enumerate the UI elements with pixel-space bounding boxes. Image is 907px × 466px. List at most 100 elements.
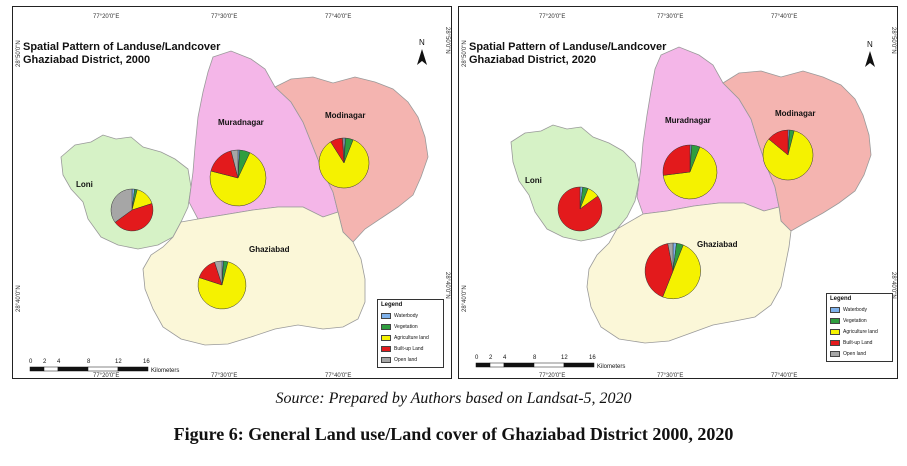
- scale-tick-16: 16: [589, 355, 596, 361]
- coord-bottom-2: 77°30'0"E: [211, 373, 237, 379]
- legend-swatch: [830, 317, 840, 324]
- north-label: N: [867, 40, 873, 49]
- figure-caption: Figure 6: General Land use/Land cover of…: [173, 424, 734, 444]
- coord-left-1: 28°50'0"N: [462, 40, 468, 67]
- coord-right-2: 28°40'0"N: [444, 272, 450, 299]
- scale-tick-16: 16: [143, 359, 150, 365]
- coord-bottom-3: 77°40'0"E: [325, 373, 351, 379]
- pie-slice-builtup: [644, 243, 674, 298]
- legend-label: Open land: [394, 356, 418, 363]
- coord-right-1: 28°50'0"N: [444, 27, 450, 54]
- coord-top-2: 77°30'0"E: [657, 14, 683, 20]
- region-loni: [510, 124, 640, 242]
- legend: Legend Waterbody Vegetation Agriculture …: [826, 293, 893, 362]
- pie-slice-open: [667, 242, 674, 272]
- legend-item: Built-up Land: [381, 343, 440, 354]
- legend-label: Open land: [843, 350, 867, 357]
- scale-tick-0: 0: [475, 355, 479, 361]
- coord-right-1: 28°50'0"N: [890, 27, 896, 54]
- pie-modinagar: [318, 137, 370, 189]
- pie-slice-agriculture: [197, 261, 247, 310]
- legend-label: Built-up Land: [394, 345, 424, 352]
- legend-item: Open land: [381, 354, 440, 365]
- coord-bottom-2: 77°30'0"E: [657, 373, 683, 379]
- scale-tick-8: 8: [533, 355, 537, 361]
- legend-title: Legend: [830, 296, 852, 302]
- scale-tick-4: 4: [503, 355, 507, 361]
- map-title-line1: Spatial Pattern of Landuse/Landcover: [23, 41, 221, 53]
- legend-item: Vegetation: [830, 315, 889, 326]
- coord-top-1: 77°20'0"E: [539, 14, 565, 20]
- pie-slice-open: [214, 260, 223, 286]
- scale-unit: Kilometers: [151, 368, 179, 374]
- pie-slice-agriculture: [762, 130, 814, 181]
- pie-slice-builtup: [768, 129, 789, 156]
- region-label-modinagar: Modinagar: [325, 111, 365, 120]
- north-label: N: [419, 38, 425, 47]
- scale-tick-12: 12: [561, 355, 568, 361]
- legend-swatch: [830, 328, 840, 335]
- legend: Legend Waterbody Vegetation Agriculture …: [377, 299, 444, 368]
- legend-label: Agriculture land: [843, 328, 878, 335]
- region-label-loni: Loni: [76, 180, 93, 189]
- pie-slice-agriculture: [662, 146, 718, 200]
- scale-tick-0: 0: [29, 359, 33, 365]
- north-arrow-icon: N: [417, 38, 427, 65]
- region-label-ghaziabad: Ghaziabad: [697, 240, 738, 249]
- region-label-muradnagar: Muradnagar: [218, 118, 264, 127]
- legend-swatch: [381, 323, 391, 330]
- legend-label: Vegetation: [843, 317, 867, 324]
- legend-item: Open land: [830, 348, 889, 359]
- coord-bottom-3: 77°40'0"E: [771, 373, 797, 379]
- coord-top-1: 77°20'0"E: [93, 14, 119, 20]
- pie-slice-open: [230, 149, 239, 179]
- pie-muradnagar: [662, 144, 718, 200]
- north-arrow-icon: N: [865, 40, 875, 67]
- map-title-line2: Ghaziabad District, 2000: [23, 54, 151, 66]
- pie-slice-builtup: [557, 186, 603, 232]
- legend-item: Vegetation: [381, 321, 440, 332]
- coord-top-3: 77°40'0"E: [325, 14, 351, 20]
- pie-slice-agriculture: [662, 244, 701, 300]
- legend-swatch: [381, 334, 391, 341]
- legend-swatch: [381, 345, 391, 352]
- coord-bottom-1: 77°20'0"E: [539, 373, 565, 379]
- legend-swatch: [830, 350, 840, 357]
- pie-loni: [110, 188, 154, 232]
- legend-title: Legend: [381, 302, 403, 308]
- legend-swatch: [381, 356, 391, 363]
- pie-slice-builtup: [114, 203, 154, 232]
- coord-right-2: 28°40'0"N: [890, 272, 896, 299]
- scale-tick-2: 2: [43, 359, 47, 365]
- region-ghaziabad: [142, 206, 366, 346]
- region-label-ghaziabad: Ghaziabad: [249, 245, 290, 254]
- pie-loni: [557, 186, 603, 232]
- legend-item: Built-up Land: [830, 337, 889, 348]
- legend-label: Waterbody: [843, 306, 867, 313]
- map-canvas: 77°20'0"E 77°30'0"E 77°40'0"E 77°20'0"E …: [462, 14, 896, 379]
- legend-label: Built-up Land: [843, 339, 873, 346]
- map-panel-2020: 77°20'0"E 77°30'0"E 77°40'0"E 77°20'0"E …: [458, 6, 898, 379]
- map-panel-2000: 77°20'0"E 77°30'0"E 77°40'0"E 77°20'0"E …: [12, 6, 452, 379]
- pie-slice-builtup: [662, 144, 691, 176]
- coord-bottom-1: 77°20'0"E: [93, 373, 119, 379]
- map-title: Spatial Pattern of Landuse/Landcover Gha…: [469, 41, 666, 67]
- legend-label: Waterbody: [394, 312, 418, 319]
- pie-ghaziabad: [644, 242, 701, 300]
- scale-tick-4: 4: [57, 359, 61, 365]
- coord-top-2: 77°30'0"E: [211, 14, 237, 20]
- pie-slice-agriculture: [318, 139, 370, 189]
- legend-item: Agriculture land: [381, 332, 440, 343]
- legend-item: Waterbody: [830, 304, 889, 315]
- coord-left-1: 28°50'0"N: [16, 40, 22, 67]
- pie-slice-agriculture: [209, 152, 267, 207]
- pie-ghaziabad: [197, 260, 247, 310]
- legend-label: Agriculture land: [394, 334, 429, 341]
- legend-swatch: [381, 312, 391, 319]
- scale-tick-8: 8: [87, 359, 91, 365]
- legend-item: Waterbody: [381, 310, 440, 321]
- scale-tick-12: 12: [115, 359, 122, 365]
- map-title-line2: Ghaziabad District, 2020: [469, 54, 597, 66]
- pie-muradnagar: [209, 149, 267, 207]
- source-note: Source: Prepared by Authors based on Lan…: [275, 390, 632, 407]
